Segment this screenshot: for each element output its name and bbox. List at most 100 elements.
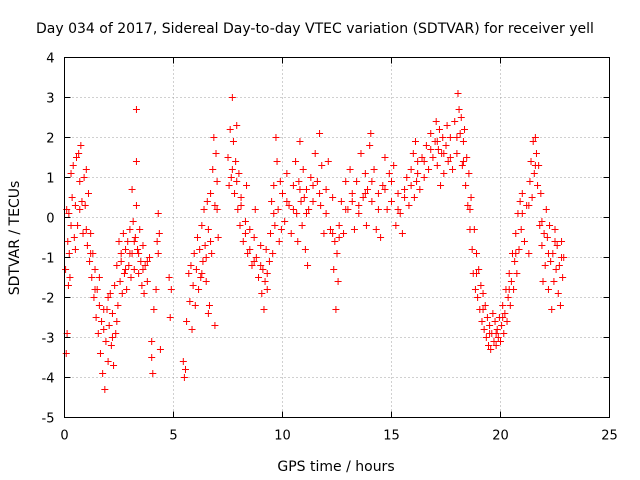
data-point bbox=[270, 182, 278, 189]
data-point bbox=[224, 154, 232, 161]
data-point bbox=[210, 134, 218, 141]
data-point bbox=[437, 182, 445, 189]
data-point bbox=[167, 286, 175, 293]
data-point bbox=[226, 126, 234, 133]
data-point bbox=[453, 134, 461, 141]
y-tick-label: -4 bbox=[42, 372, 55, 387]
data-point bbox=[201, 242, 209, 249]
data-point bbox=[543, 234, 551, 241]
data-point bbox=[554, 290, 562, 297]
data-point bbox=[99, 370, 107, 377]
data-point bbox=[512, 250, 520, 257]
data-point bbox=[237, 194, 245, 201]
data-point bbox=[68, 194, 76, 201]
data-point bbox=[516, 198, 524, 205]
data-point bbox=[440, 150, 448, 157]
data-point bbox=[271, 222, 279, 229]
data-point bbox=[486, 322, 494, 329]
data-point bbox=[115, 238, 123, 245]
y-tick-label: 4 bbox=[46, 52, 54, 67]
data-point bbox=[486, 330, 494, 337]
data-point bbox=[464, 202, 472, 209]
data-point bbox=[506, 302, 514, 309]
data-point bbox=[100, 306, 108, 313]
data-point bbox=[79, 230, 87, 237]
y-tick-label: -2 bbox=[42, 292, 55, 307]
data-point bbox=[500, 330, 508, 337]
data-point bbox=[499, 302, 507, 309]
data-point bbox=[499, 314, 507, 321]
data-point bbox=[65, 250, 73, 257]
data-point bbox=[128, 186, 136, 193]
data-point bbox=[198, 270, 206, 277]
data-point bbox=[359, 194, 367, 201]
data-point bbox=[193, 234, 201, 241]
data-point bbox=[83, 242, 91, 249]
data-point bbox=[211, 202, 219, 209]
data-point bbox=[113, 262, 121, 269]
data-point bbox=[333, 250, 341, 257]
data-point bbox=[156, 346, 164, 353]
x-tick-label: 10 bbox=[274, 429, 291, 444]
data-point bbox=[84, 190, 92, 197]
data-point bbox=[491, 318, 499, 325]
data-point bbox=[440, 170, 448, 177]
data-point bbox=[489, 310, 497, 317]
data-point bbox=[262, 246, 270, 253]
data-point bbox=[76, 178, 84, 185]
data-point bbox=[186, 298, 194, 305]
data-point bbox=[558, 238, 566, 245]
data-point bbox=[526, 178, 534, 185]
data-point bbox=[381, 154, 389, 161]
data-point bbox=[78, 198, 86, 205]
data-point bbox=[381, 186, 389, 193]
data-point bbox=[454, 90, 462, 97]
data-point bbox=[511, 258, 519, 265]
y-tick-label: -3 bbox=[42, 332, 55, 347]
data-point bbox=[316, 130, 324, 137]
data-point bbox=[268, 198, 276, 205]
data-point bbox=[372, 226, 380, 233]
data-point bbox=[113, 318, 121, 325]
data-point bbox=[116, 278, 124, 285]
data-point bbox=[439, 134, 447, 141]
data-point bbox=[257, 262, 265, 269]
data-point bbox=[370, 166, 378, 173]
data-point bbox=[492, 342, 500, 349]
data-point bbox=[458, 162, 466, 169]
data-point bbox=[422, 142, 430, 149]
data-point bbox=[239, 238, 247, 245]
data-point bbox=[137, 258, 145, 265]
data-point bbox=[87, 230, 95, 237]
y-tick-label: 1 bbox=[46, 172, 54, 187]
data-point bbox=[122, 266, 130, 273]
data-point bbox=[425, 166, 433, 173]
data-point bbox=[213, 178, 221, 185]
data-point bbox=[180, 374, 188, 381]
data-point bbox=[418, 154, 426, 161]
data-point bbox=[504, 294, 512, 301]
data-point bbox=[228, 166, 236, 173]
data-point bbox=[309, 182, 317, 189]
data-point bbox=[444, 158, 452, 165]
data-point bbox=[414, 158, 422, 165]
x-tick-labels: 0 5 10 15 20 25 bbox=[60, 429, 617, 444]
data-point bbox=[528, 194, 536, 201]
data-point bbox=[227, 174, 235, 181]
data-point bbox=[263, 270, 271, 277]
data-point bbox=[132, 202, 140, 209]
data-point bbox=[483, 314, 491, 321]
data-point bbox=[374, 206, 382, 213]
data-point bbox=[82, 166, 90, 173]
data-point bbox=[100, 326, 108, 333]
data-point bbox=[149, 370, 157, 377]
data-point bbox=[473, 270, 481, 277]
data-point bbox=[475, 266, 483, 273]
data-point bbox=[403, 174, 411, 181]
data-point bbox=[407, 166, 415, 173]
data-point bbox=[451, 118, 459, 125]
data-point bbox=[335, 222, 343, 229]
data-point bbox=[433, 138, 441, 145]
data-point bbox=[553, 242, 561, 249]
